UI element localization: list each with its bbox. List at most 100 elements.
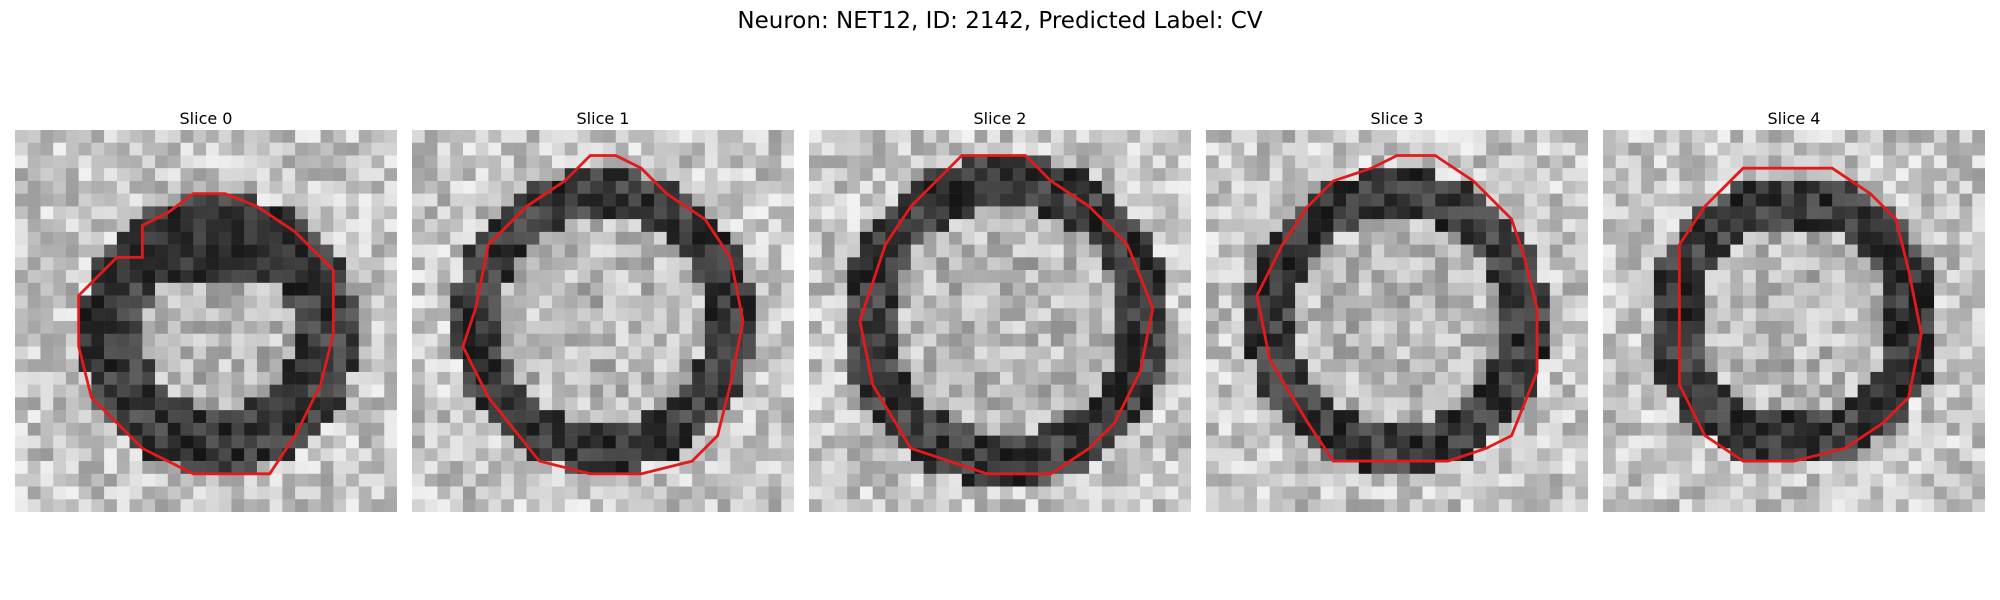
pixel	[1870, 295, 1884, 309]
pixel	[1819, 422, 1833, 436]
pixel	[1806, 422, 1820, 436]
pixel	[424, 321, 438, 334]
pixel	[424, 359, 438, 373]
pixel	[1946, 499, 1960, 512]
pixel	[898, 384, 912, 398]
pixel	[1295, 473, 1309, 487]
pixel	[1447, 206, 1461, 220]
pixel	[1794, 461, 1807, 475]
pixel	[1114, 295, 1128, 309]
pixel	[333, 422, 347, 436]
pixel	[256, 410, 270, 424]
pixel	[1603, 486, 1616, 500]
pixel	[129, 257, 143, 271]
pixel	[704, 206, 718, 220]
pixel	[256, 384, 270, 398]
pixel	[1806, 397, 1820, 411]
pixel	[961, 130, 975, 143]
pixel	[885, 206, 899, 220]
pixel	[346, 244, 360, 258]
pixel	[1244, 219, 1258, 233]
pixel	[1895, 359, 1909, 373]
pixel	[1628, 435, 1642, 449]
pixel	[1206, 397, 1219, 411]
pixel	[1089, 308, 1103, 322]
pixel	[1883, 397, 1897, 411]
pixel	[320, 499, 334, 512]
pixel	[244, 142, 258, 156]
pixel	[641, 219, 655, 233]
pixel	[1743, 155, 1757, 169]
pixel	[1603, 397, 1616, 411]
pixel	[1730, 422, 1744, 436]
pixel	[923, 486, 937, 500]
pixel	[371, 168, 385, 182]
pixel	[1743, 231, 1757, 245]
pixel	[295, 333, 309, 347]
pixel	[809, 371, 822, 385]
pixel	[1615, 499, 1629, 512]
slice-panel-2: Slice 2	[809, 108, 1191, 512]
pixel	[1152, 206, 1166, 220]
pixel	[1628, 130, 1642, 143]
pixel	[872, 168, 886, 182]
pixel	[704, 193, 718, 207]
pixel	[1178, 155, 1191, 169]
pixel	[692, 142, 706, 156]
pixel	[1946, 282, 1960, 296]
pixel	[590, 333, 604, 347]
pixel	[1422, 359, 1436, 373]
pixel	[717, 180, 731, 194]
pixel	[1447, 359, 1461, 373]
pixel	[692, 359, 706, 373]
pixel	[847, 219, 861, 233]
pixel	[590, 461, 604, 475]
pixel	[256, 270, 270, 284]
pixel	[1781, 448, 1795, 462]
pixel	[1244, 499, 1258, 512]
pixel	[859, 473, 873, 487]
pixel	[1346, 448, 1360, 462]
pixel	[910, 244, 924, 258]
pixel	[1050, 219, 1064, 233]
pixel	[1218, 448, 1232, 462]
pixel	[1231, 295, 1245, 309]
pixel	[603, 397, 616, 411]
pixel	[1038, 346, 1052, 360]
pixel	[412, 219, 425, 233]
pixel	[1743, 219, 1757, 233]
pixel	[269, 193, 283, 207]
pixel	[603, 384, 616, 398]
pixel	[1333, 180, 1347, 194]
pixel	[384, 359, 397, 373]
pixel	[1218, 410, 1232, 424]
pixel	[1346, 130, 1360, 143]
pixel	[501, 295, 515, 309]
pixel	[1755, 371, 1769, 385]
pixel	[1743, 384, 1757, 398]
pixel	[256, 231, 270, 245]
pixel	[872, 346, 886, 360]
pixel	[27, 384, 41, 398]
pixel	[1921, 473, 1935, 487]
pixel	[155, 231, 169, 245]
pixel	[1959, 219, 1973, 233]
pixel	[949, 486, 963, 500]
pixel	[1603, 257, 1616, 271]
pixel	[1972, 206, 1985, 220]
pixel	[590, 257, 604, 271]
pixel	[53, 257, 67, 271]
pixel	[78, 142, 92, 156]
pixel	[910, 168, 924, 182]
pixel	[180, 473, 194, 487]
pixel	[704, 346, 718, 360]
pixel	[949, 333, 963, 347]
pixel	[206, 142, 219, 156]
pixel	[755, 142, 769, 156]
pixel	[1038, 473, 1052, 487]
pixel	[1409, 333, 1423, 347]
pixel	[1562, 219, 1576, 233]
pixel	[1755, 231, 1769, 245]
pixel	[1025, 193, 1039, 207]
pixel	[1959, 193, 1973, 207]
